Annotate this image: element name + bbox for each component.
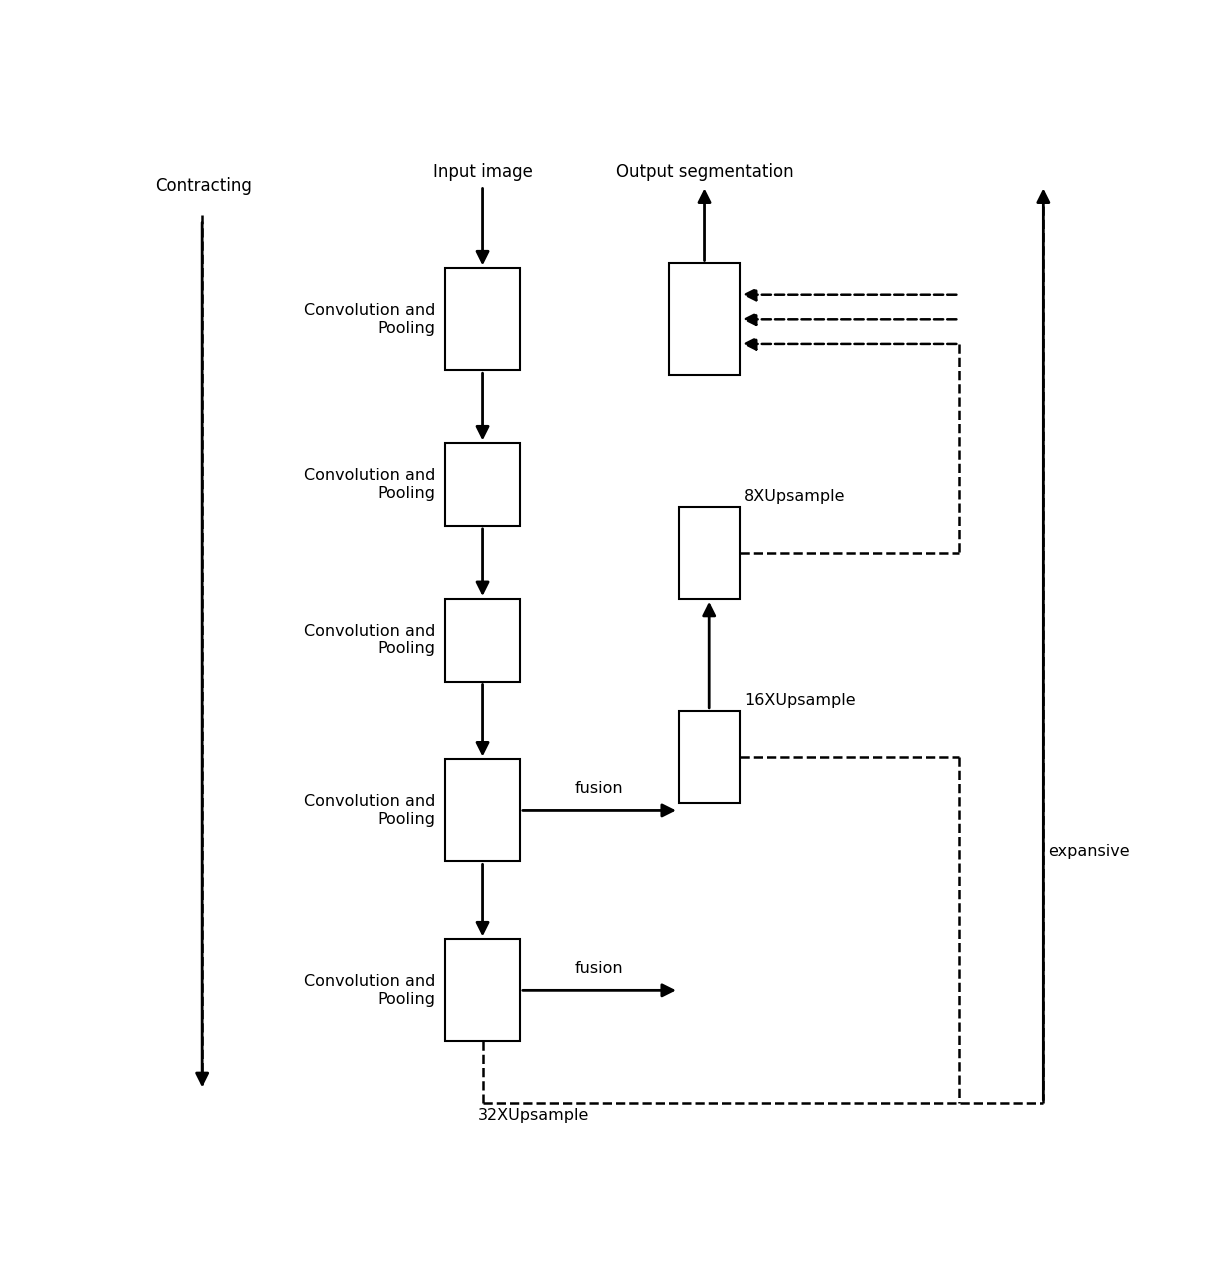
Text: 8XUpsample: 8XUpsample [744,489,845,504]
Bar [445,443,520,525]
Text: Input image: Input image [433,163,533,181]
Bar [445,759,520,861]
Bar [445,268,520,370]
Text: 16XUpsample: 16XUpsample [744,693,856,707]
Bar [679,711,739,803]
Text: Convolution and
Pooling: Convolution and Pooling [304,303,435,336]
Bar [679,506,739,599]
Text: Convolution and
Pooling: Convolution and Pooling [304,794,435,827]
Text: Convolution and
Pooling: Convolution and Pooling [304,469,435,501]
Text: 32XUpsample: 32XUpsample [479,1108,590,1123]
Text: fusion: fusion [575,961,624,976]
Text: Convolution and
Pooling: Convolution and Pooling [304,974,435,1007]
Text: expansive: expansive [1048,844,1130,859]
Text: fusion: fusion [575,781,624,796]
Bar [669,264,739,375]
Bar [445,599,520,682]
Text: Convolution and
Pooling: Convolution and Pooling [304,624,435,657]
Text: Contracting: Contracting [156,177,252,196]
Text: Output segmentation: Output segmentation [616,163,794,181]
Bar [445,940,520,1042]
